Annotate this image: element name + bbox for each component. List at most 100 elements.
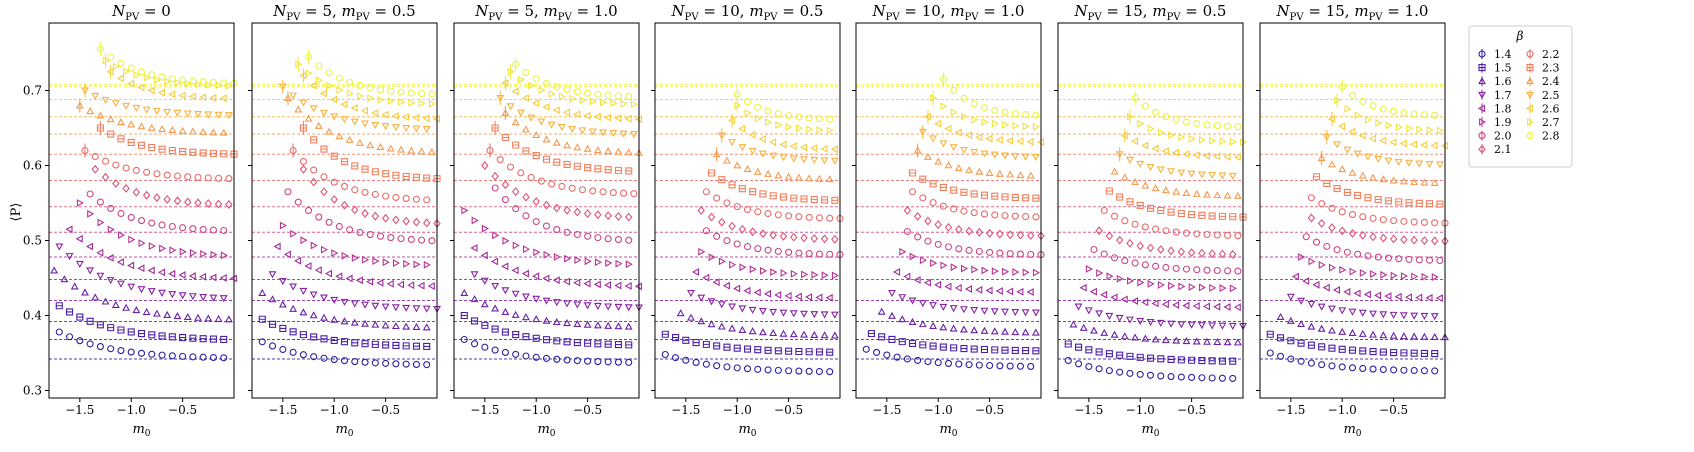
data-point: [279, 324, 287, 332]
data-point: [718, 257, 726, 266]
data-point: [506, 163, 515, 171]
x-axis-label: m0: [132, 422, 150, 439]
data-point: [1131, 259, 1139, 267]
data-point: [682, 336, 690, 344]
data-point: [1297, 297, 1306, 305]
data-point: [1298, 253, 1306, 261]
data-point: [1218, 212, 1226, 220]
data-point: [163, 194, 171, 204]
data-point: [491, 304, 500, 312]
data-point: [309, 81, 317, 90]
data-point: [573, 339, 581, 347]
data-point: [1177, 356, 1185, 364]
series-2.0: [86, 190, 228, 235]
data-point: [299, 308, 308, 316]
data-point: [820, 157, 829, 165]
data-point: [779, 329, 788, 337]
data-point: [1079, 283, 1087, 292]
data-point: [147, 288, 156, 296]
data-point: [1358, 309, 1367, 317]
data-point: [975, 285, 983, 294]
data-point: [178, 292, 187, 300]
data-point: [501, 196, 509, 204]
data-point: [599, 129, 607, 137]
data-point: [199, 127, 208, 135]
data-point: [96, 198, 104, 206]
data-point: [883, 351, 891, 359]
data-point: [127, 283, 136, 291]
data-point: [779, 140, 787, 149]
data-point: [820, 144, 828, 153]
data-point: [289, 348, 297, 356]
data-point: [1213, 152, 1221, 161]
data-point: [1141, 223, 1149, 231]
data-point: [785, 112, 793, 120]
data-point: [929, 321, 938, 329]
data-point: [376, 86, 385, 94]
x-axis-label: m0: [939, 422, 957, 439]
data-point: [794, 173, 803, 181]
data-point: [1182, 150, 1190, 159]
data-point: [583, 320, 592, 328]
data-point: [501, 262, 509, 271]
data-point: [562, 277, 571, 286]
data-point: [258, 338, 266, 346]
data-point: [1198, 283, 1207, 292]
data-point: [355, 276, 363, 285]
panel-title: NPV = 0: [111, 2, 171, 23]
data-point: [480, 300, 489, 308]
data-point: [1172, 187, 1181, 195]
data-point: [996, 362, 1004, 370]
data-point: [759, 229, 767, 239]
data-point: [980, 345, 989, 354]
data-point: [769, 308, 778, 317]
data-point: [1224, 267, 1232, 275]
data-point: [1213, 122, 1221, 130]
data-point: [1379, 348, 1387, 356]
data-point: [320, 335, 328, 343]
data-point: [610, 99, 618, 108]
data-point: [1157, 206, 1165, 215]
data-point: [594, 90, 602, 98]
data-point: [209, 78, 217, 86]
data-point: [542, 103, 550, 111]
data-point: [826, 368, 834, 376]
data-point: [189, 248, 198, 257]
data-point: [1400, 235, 1408, 245]
data-point: [542, 336, 551, 344]
series-2.7: [1334, 93, 1444, 135]
data-point: [402, 342, 410, 350]
series-1.5: [55, 302, 228, 343]
data-point: [324, 269, 333, 278]
data-point: [91, 293, 100, 301]
data-point: [1405, 199, 1413, 207]
data-point: [168, 269, 176, 278]
data-point: [371, 190, 379, 199]
data-point: [152, 309, 161, 317]
data-point: [1136, 241, 1144, 251]
data-point: [1287, 337, 1295, 345]
x-axis-label: m0: [335, 422, 353, 439]
series-1.7: [687, 290, 839, 319]
data-point: [527, 114, 536, 122]
data-point: [950, 108, 958, 117]
data-point: [423, 218, 431, 228]
legend-label: 2.5: [1542, 89, 1560, 102]
data-point: [971, 115, 979, 124]
data-point: [1021, 328, 1030, 336]
data-point: [558, 182, 566, 190]
series-1.9: [1298, 253, 1439, 281]
data-point: [831, 234, 839, 244]
legend-label: 2.7: [1542, 116, 1560, 129]
data-point: [209, 294, 218, 302]
data-point: [361, 188, 369, 196]
data-point: [350, 300, 359, 308]
data-point: [986, 248, 994, 256]
data-point: [1328, 326, 1336, 334]
data-point: [593, 321, 602, 329]
data-point: [412, 305, 421, 313]
legend-entry-1.4: 1.4: [1478, 48, 1512, 61]
data-point: [810, 234, 819, 243]
data-point: [970, 100, 978, 108]
data-point: [1333, 246, 1341, 254]
